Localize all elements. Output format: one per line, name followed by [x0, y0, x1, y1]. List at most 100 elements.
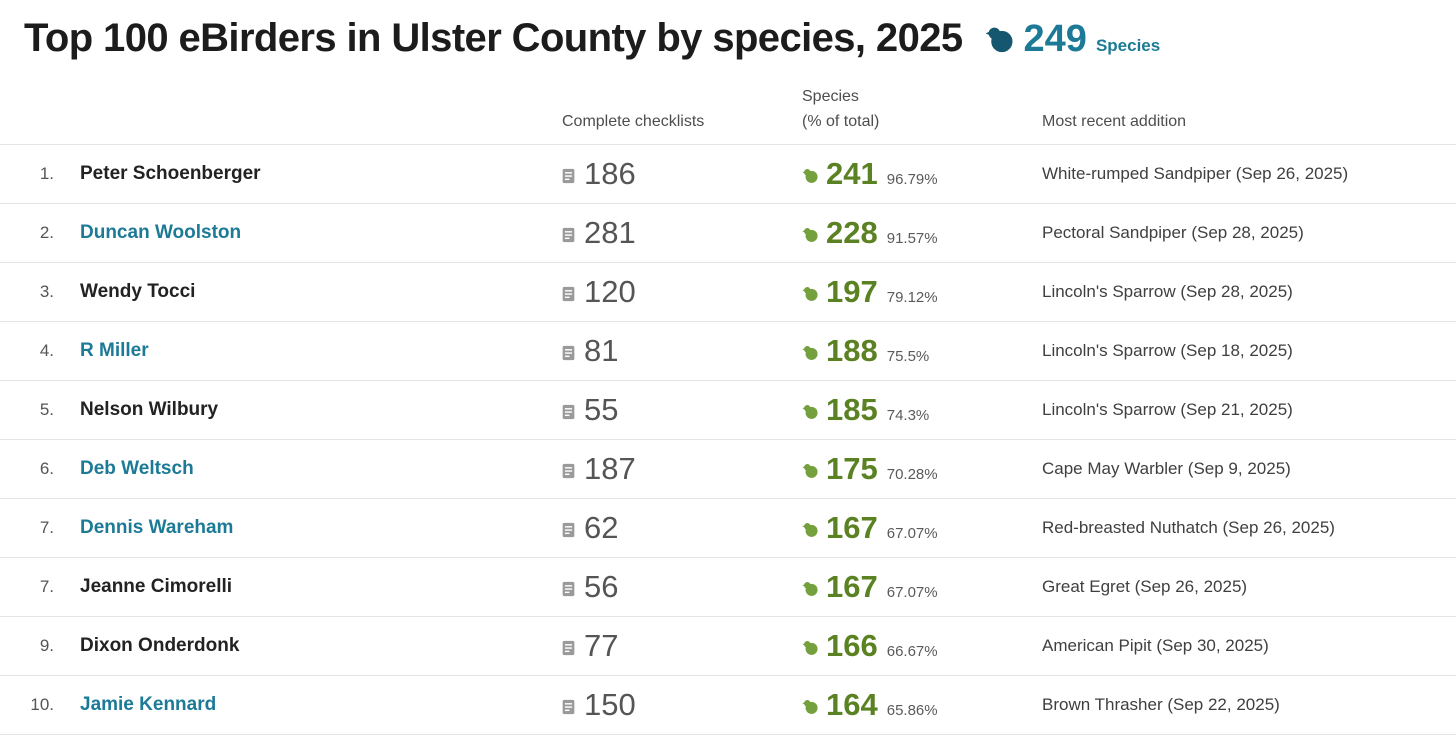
birder-name: Dixon Onderdonk	[80, 635, 240, 656]
checklists-cell: 62	[546, 510, 786, 546]
checklist-icon	[562, 286, 575, 302]
checklist-count: 81	[584, 333, 619, 368]
species-count: 167	[826, 569, 878, 604]
checklist-count: 281	[584, 215, 636, 250]
birder-name-link[interactable]: Duncan Woolston	[80, 222, 242, 243]
species-cell: 167 67.07%	[786, 510, 1030, 546]
species-percent: 67.07%	[886, 584, 938, 601]
species-count: 185	[826, 392, 878, 427]
table-row: 2. Duncan Woolston 281 228 91.57% Pector…	[0, 204, 1456, 263]
checklist-icon	[562, 522, 575, 538]
birder-name: Jeanne Cimorelli	[80, 576, 233, 597]
checklists-cell: 281	[546, 215, 786, 251]
checklist-icon	[562, 463, 575, 479]
checklist-count: 187	[584, 451, 636, 486]
species-cell: 188 75.5%	[786, 333, 1030, 369]
birder-name: Wendy Tocci	[80, 281, 196, 302]
birder-name-link[interactable]: Deb Weltsch	[80, 458, 194, 479]
column-header-recent: Most recent addition	[1042, 113, 1187, 131]
column-header-checklists: Complete checklists	[562, 113, 705, 131]
table-row: 1. Peter Schoenberger 186 241 96.79% Whi…	[0, 145, 1456, 204]
recent-addition: Red-breasted Nuthatch (Sep 26, 2025)	[1042, 518, 1335, 537]
rank-label: 5.	[39, 400, 54, 419]
rank-label: 1.	[39, 164, 54, 183]
recent-addition: Lincoln's Sparrow (Sep 18, 2025)	[1042, 341, 1293, 360]
species-percent: 67.07%	[886, 525, 938, 542]
bird-icon	[802, 403, 819, 420]
total-species-group: 249 Species	[985, 18, 1161, 61]
titlebar: Top 100 eBirders in Ulster County by spe…	[0, 0, 1456, 65]
page-title: Top 100 eBirders in Ulster County by spe…	[24, 16, 963, 60]
birder-name-link[interactable]: R Miller	[80, 340, 149, 361]
bird-icon	[802, 285, 819, 302]
checklist-icon	[562, 345, 575, 361]
species-count: 166	[826, 628, 878, 663]
species-count: 241	[826, 156, 878, 191]
checklists-cell: 77	[546, 628, 786, 664]
species-cell: 167 67.07%	[786, 569, 1030, 605]
table-row: 3. Wendy Tocci 120 197 79.12% Lincoln's …	[0, 263, 1456, 322]
rank-label: 10.	[30, 695, 54, 714]
species-cell: 166 66.67%	[786, 628, 1030, 664]
column-header-species: Species (% of total)	[786, 85, 1030, 135]
species-percent: 75.5%	[886, 348, 930, 365]
table-row: 10. Jamie Kennard 150 164 65.86% Brown T…	[0, 676, 1456, 735]
species-percent: 74.3%	[886, 407, 930, 424]
species-percent: 79.12%	[886, 289, 938, 306]
total-species-label: Species	[1095, 36, 1161, 55]
species-cell: 164 65.86%	[786, 687, 1030, 723]
checklist-icon	[562, 699, 575, 715]
bird-icon	[802, 462, 819, 479]
recent-addition: Lincoln's Sparrow (Sep 21, 2025)	[1042, 400, 1293, 419]
birder-name: Nelson Wilbury	[80, 399, 219, 420]
bird-icon	[802, 167, 819, 184]
checklists-cell: 186	[546, 156, 786, 192]
checklist-icon	[562, 227, 575, 243]
column-header-species-line2: (% of total)	[802, 113, 880, 131]
bird-icon	[985, 24, 1015, 54]
species-cell: 228 91.57%	[786, 215, 1030, 251]
table-row: 7. Jeanne Cimorelli 56 167 67.07% Great …	[0, 558, 1456, 617]
species-percent: 65.86%	[886, 702, 938, 719]
birder-name-link[interactable]: Jamie Kennard	[80, 694, 217, 715]
checklists-cell: 81	[546, 333, 786, 369]
bird-icon	[802, 639, 819, 656]
column-header-species-line1: Species	[802, 88, 859, 106]
checklists-cell: 150	[546, 687, 786, 723]
species-count: 228	[826, 215, 878, 250]
species-count: 197	[826, 274, 878, 309]
checklist-count: 55	[584, 392, 619, 427]
checklist-icon	[562, 404, 575, 420]
checklist-count: 56	[584, 569, 619, 604]
species-count: 164	[826, 687, 878, 722]
bird-icon	[802, 226, 819, 243]
recent-addition: Lincoln's Sparrow (Sep 28, 2025)	[1042, 282, 1293, 301]
recent-addition: Cape May Warbler (Sep 9, 2025)	[1042, 459, 1291, 478]
rank-label: 7.	[39, 577, 54, 596]
species-cell: 175 70.28%	[786, 451, 1030, 487]
table-row: 6. Deb Weltsch 187 175 70.28% Cape May W…	[0, 440, 1456, 499]
checklist-count: 62	[584, 510, 619, 545]
species-percent: 70.28%	[886, 466, 938, 483]
table-row: 5. Nelson Wilbury 55 185 74.3% Lincoln's…	[0, 381, 1456, 440]
species-percent: 96.79%	[886, 171, 938, 188]
table-row: 9. Dixon Onderdonk 77 166 66.67% America…	[0, 617, 1456, 676]
birder-name-link[interactable]: Dennis Wareham	[80, 517, 234, 538]
table-row: 7. Dennis Wareham 62 167 67.07% Red-brea…	[0, 499, 1456, 558]
birder-name: Peter Schoenberger	[80, 163, 261, 184]
bird-icon	[802, 580, 819, 597]
rank-label: 9.	[39, 636, 54, 655]
rank-label: 6.	[39, 459, 54, 478]
recent-addition: White-rumped Sandpiper (Sep 26, 2025)	[1042, 164, 1349, 183]
species-cell: 197 79.12%	[786, 274, 1030, 310]
species-count: 175	[826, 451, 878, 486]
species-count: 188	[826, 333, 878, 368]
checklist-count: 77	[584, 628, 619, 663]
recent-addition: Brown Thrasher (Sep 22, 2025)	[1042, 695, 1280, 714]
rank-label: 3.	[39, 282, 54, 301]
species-percent: 66.67%	[886, 643, 938, 660]
species-cell: 185 74.3%	[786, 392, 1030, 428]
rank-label: 2.	[39, 223, 54, 242]
total-species-count: 249	[1023, 18, 1087, 60]
